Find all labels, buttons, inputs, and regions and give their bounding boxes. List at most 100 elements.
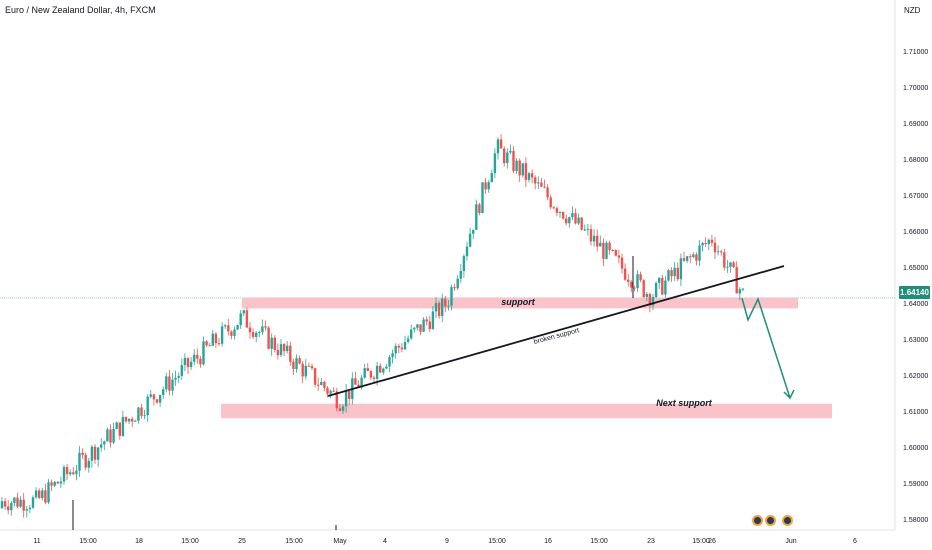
x-tick-label: 25 [238,538,246,545]
y-tick-label: 1.67000 [903,193,928,200]
candle-body [81,452,84,455]
candle-body [258,332,261,334]
brand-logo-icon [752,515,763,526]
candle-body [444,298,447,307]
x-tick-label: 15:00 [488,538,506,545]
candle-body [3,501,7,507]
candle-body [413,327,416,330]
candle-body [385,366,388,369]
candle-body [276,349,280,356]
candle-body [496,139,500,154]
candle-body [317,384,320,386]
current-price-badge: 1.64140 [899,286,930,299]
candle-body [692,254,695,258]
candle-body [617,255,621,258]
candle-body [248,327,252,333]
candle-body [16,497,19,507]
candle-body [720,251,723,253]
candle-body [400,347,404,350]
candle-body [112,428,115,443]
candle-body [627,279,630,282]
candle-body [521,163,524,176]
candle-body [512,150,515,172]
candle-body [726,266,729,268]
candle-body [304,365,307,377]
candle-body [220,326,224,344]
zones [221,297,832,419]
candle-body [261,326,264,333]
candle-body [323,381,326,388]
candle-body [354,378,357,385]
y-tick-label: 1.66000 [903,229,928,236]
candle-body [441,298,444,317]
candle-body [549,197,552,208]
candle-body [338,408,342,411]
candle-body [100,444,103,448]
candle-body [270,337,273,349]
candle-body [87,460,90,468]
candle-body [255,332,258,337]
candle-body [10,502,13,511]
x-tick-label: Jun [785,538,796,545]
candle-body [605,242,608,259]
candle-body [189,361,193,368]
candle-body [165,376,168,390]
candle-body [31,497,35,508]
candle-body [134,420,137,422]
candle-body [540,182,543,187]
candle-body [152,394,156,400]
candle-body [673,267,676,277]
candle-body [106,429,109,442]
candle-body [168,376,171,391]
candle-body [484,182,487,190]
candle-body [682,258,686,261]
candle-body [642,280,645,297]
candle-body [667,270,670,281]
candle-body [710,239,714,243]
candle-body [56,481,59,484]
candle-body [592,235,596,242]
candle-body [369,371,373,378]
candle-body [670,270,673,277]
candle-body [0,501,4,509]
candle-body [264,326,267,328]
candle-body [267,327,270,349]
candle-body [121,416,125,436]
candle-body [75,470,78,475]
y-tick-label: 1.70000 [903,85,928,92]
candle-body [630,281,633,288]
candle-body [425,319,428,322]
candle-body [96,447,100,460]
candle-body [509,150,512,153]
candle-body [211,333,214,346]
candle-body [543,186,546,188]
time-axis: 11 15:00 18 15:00 25 15:00 May 4 9 15:00 16 15:00 23… [33,538,857,545]
candle-body [701,242,704,246]
candle-body [679,258,683,280]
candle-body [329,390,332,394]
candle-body [62,466,66,482]
candle-body [348,390,351,400]
candle-body [583,229,586,231]
x-tick-label: 15:00 [181,538,199,545]
candle-body [375,365,379,379]
candle-body [171,379,174,391]
candle-body [639,274,642,281]
candle-body [434,302,438,312]
candle-body [729,262,732,267]
support-zone [242,297,798,309]
candle-body [614,250,617,256]
candle-body [388,357,391,367]
candle-body [608,242,611,250]
candle-body [53,481,56,486]
chart-title: Euro / New Zealand Dollar, 4h, FXCM [5,5,156,15]
brand-logo-icon [782,515,793,526]
candle-body [651,297,655,306]
candle-body [713,242,717,253]
candle-body [450,287,453,306]
candle-body [236,324,239,330]
candle-body [344,390,348,407]
candle-body [38,490,41,499]
candle-body [13,497,16,503]
candle-body [503,148,506,164]
